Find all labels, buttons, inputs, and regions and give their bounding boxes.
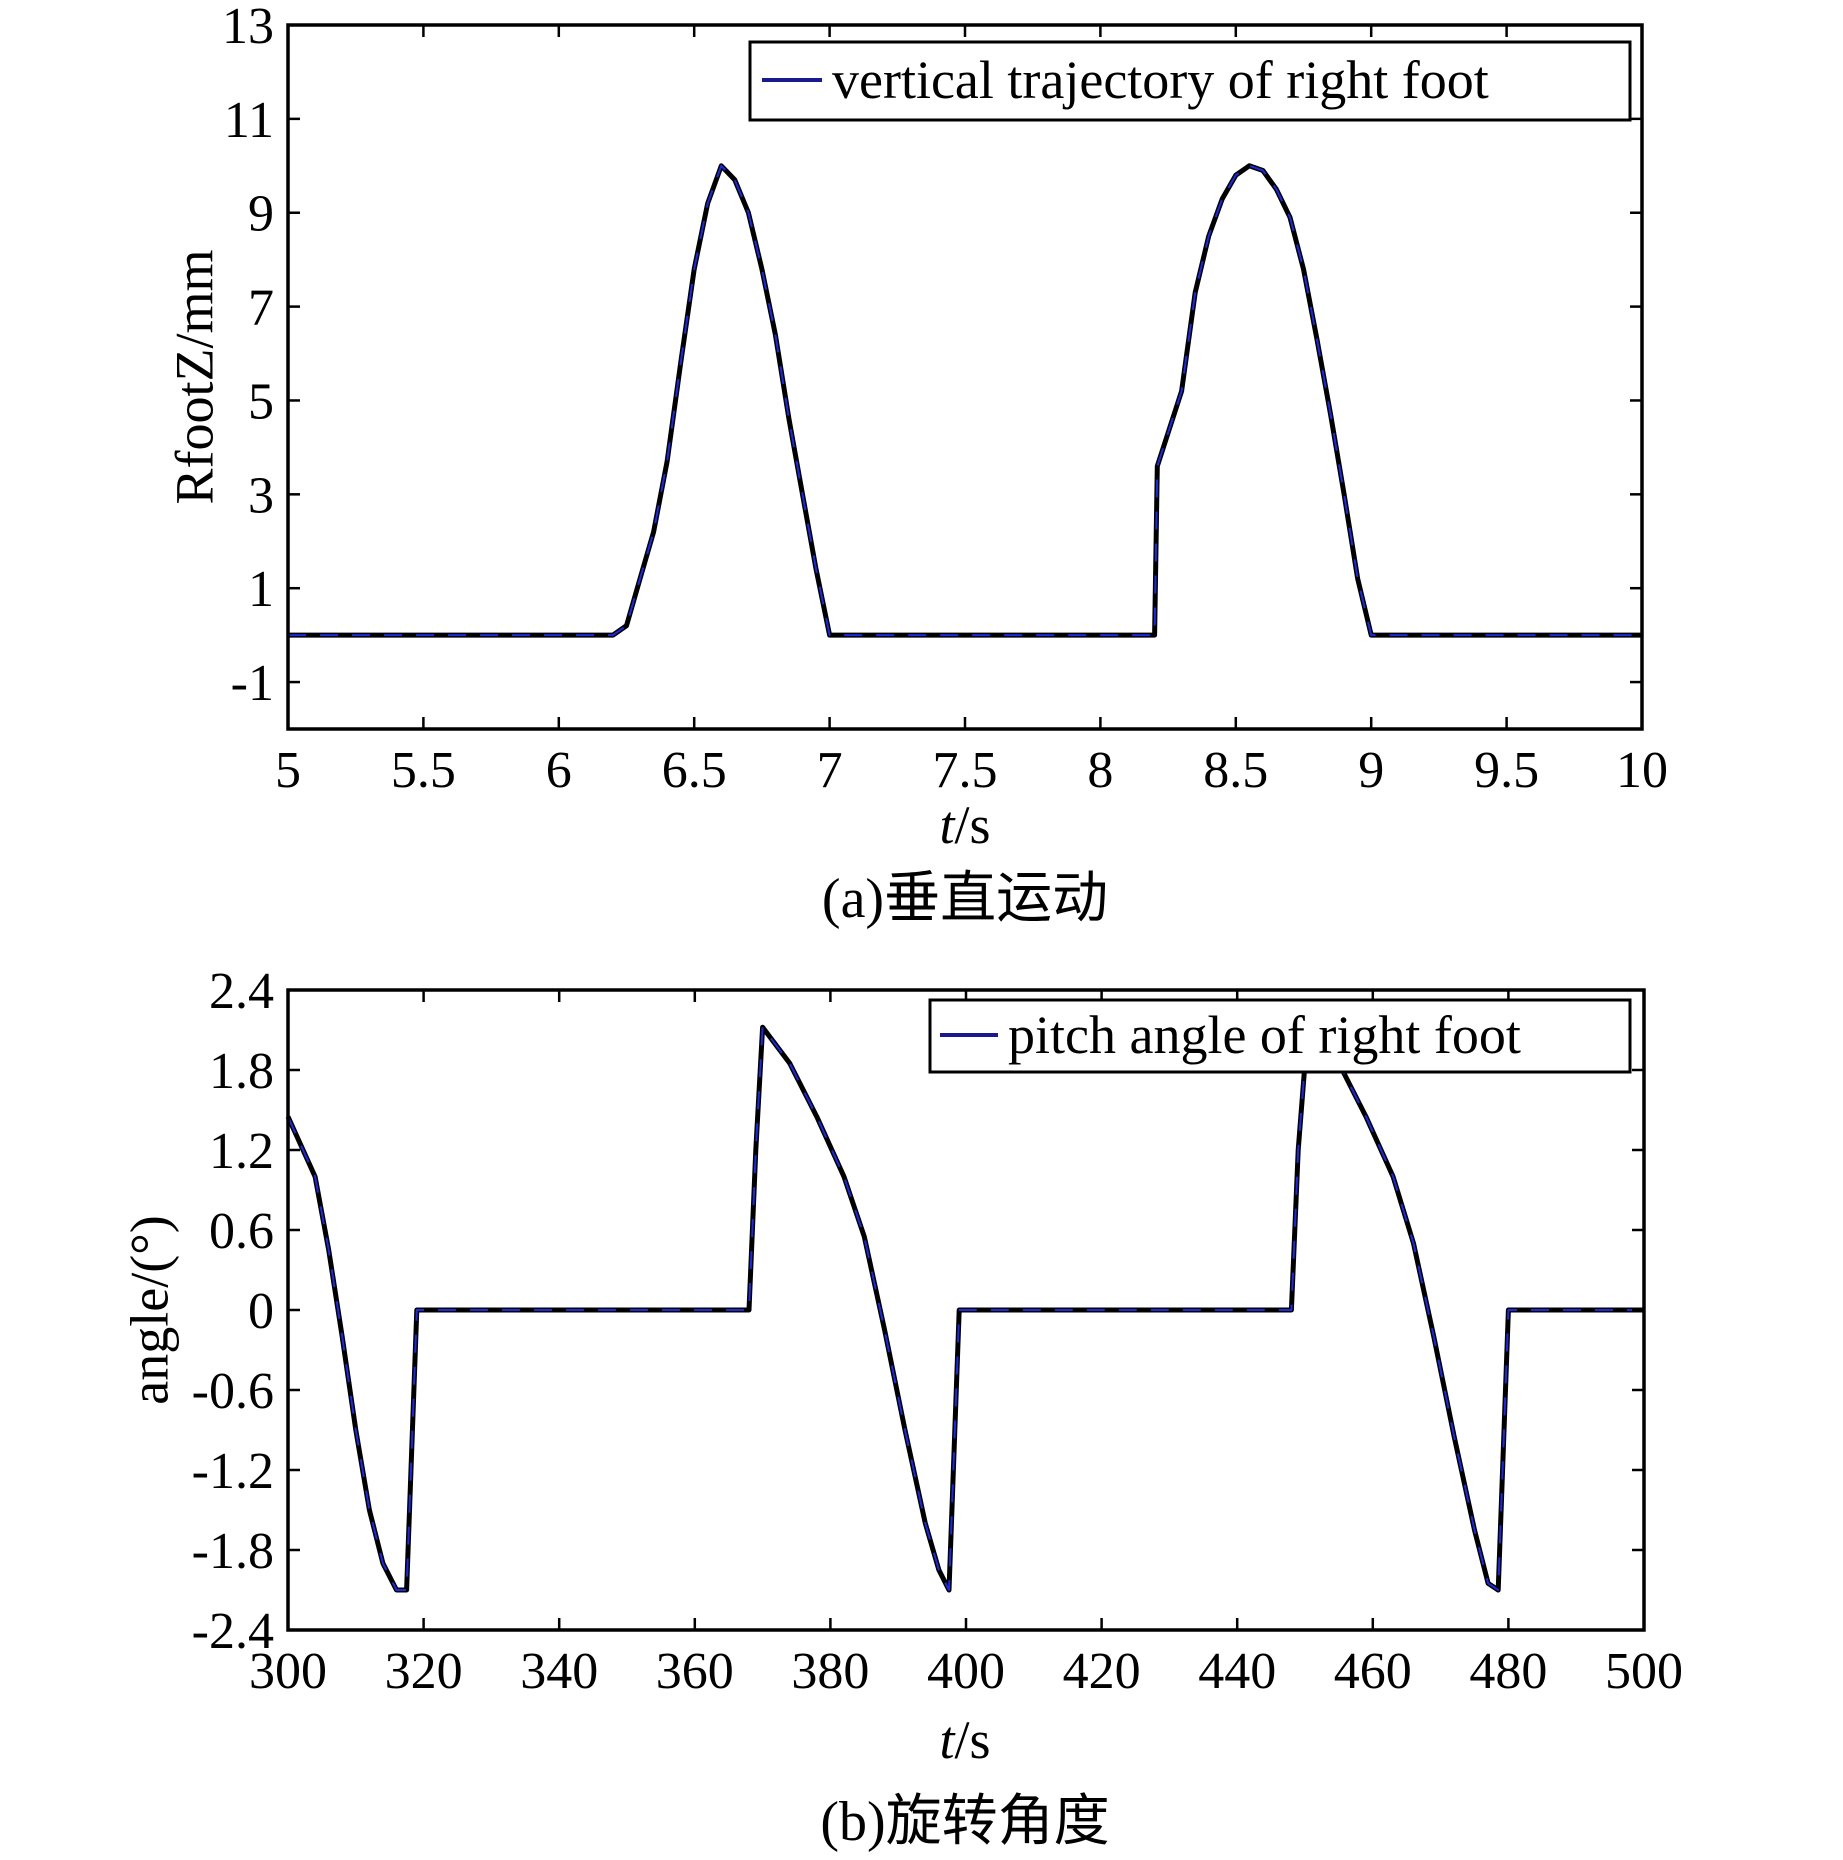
panel-b-ylabel: angle/(°) [119, 1215, 179, 1405]
panel-b-series-line [285, 1024, 1644, 1593]
panel-a-series-line [288, 163, 1642, 638]
panel-b-xtick-label: 480 [1469, 1643, 1547, 1700]
panel-a-xtick-label: 10 [1616, 742, 1668, 799]
panel-a-legend-box [748, 40, 1632, 122]
panel-b-ytick-label: -1.2 [192, 1443, 274, 1500]
panel-b-ytick-label: -1.8 [192, 1523, 274, 1580]
panel-b-ytick-label: 0.6 [209, 1203, 274, 1260]
panel-b-xtick-label: 500 [1605, 1643, 1683, 1700]
panel-a-ytick-label: 7 [248, 280, 274, 337]
panel-b-xtick-label: 420 [1063, 1643, 1141, 1700]
panel-a-ytick-label: 9 [248, 186, 274, 243]
panel-a-xtick-label: 8 [1087, 742, 1113, 799]
panel-a-xtick-label: 7 [817, 742, 843, 799]
panel-b-ticks: 300 320 340 360 380 400 420 440 460 480 500 2.4 1.8 1… [192, 963, 1683, 1700]
panel-b-xtick-label: 460 [1334, 1643, 1412, 1700]
panel-a-xtick-label: 7.5 [933, 742, 998, 799]
panel-b: 300 320 340 360 380 400 420 440 460 480 500 2.4 1.8 1… [119, 963, 1683, 1853]
panel-a-xtick-label: 9 [1358, 742, 1384, 799]
panel-a-frame [286, 23, 1644, 731]
panel-a-xtick-label: 8.5 [1203, 742, 1268, 799]
panel-b-ytick-label: 1.2 [209, 1123, 274, 1180]
panel-a-xtick-label: 9.5 [1474, 742, 1539, 799]
panel-a-xtick-label: 5.5 [391, 742, 456, 799]
panel-b-legend: pitch angle of right foot [928, 998, 1632, 1074]
panel-a-series-line-core [288, 164, 1642, 637]
panel-b-ytick-label: 0 [248, 1283, 274, 1340]
panel-b-ytick-label: 2.4 [209, 963, 274, 1020]
panel-a-ylabel: RfootZ/mm [164, 250, 224, 505]
panel-b-ytick-label: -2.4 [192, 1603, 274, 1660]
panel-b-ylabel-group: angle/(°) [119, 1215, 179, 1405]
panel-b-xtick-label: 440 [1198, 1643, 1276, 1700]
panel-a-xtick-label: 6.5 [662, 742, 727, 799]
panel-b-legend-label: pitch angle of right foot [1008, 1005, 1521, 1065]
panel-b-xlabel: t/s [939, 1710, 990, 1770]
panel-a-xlabel: t/s [939, 795, 990, 855]
panel-b-caption: (b)旋转角度 [820, 1791, 1109, 1853]
panel-a-ytick-label: 13 [222, 0, 274, 55]
panel-a-legend: vertical trajectory of right foot [748, 40, 1632, 122]
panel-a-ylabel-group: RfootZ/mm [164, 250, 224, 505]
panel-b-xtick-label: 380 [791, 1643, 869, 1700]
panel-b-xtick-label: 360 [656, 1643, 734, 1700]
panel-b-xtick-label: 300 [249, 1643, 327, 1700]
panel-a-ytick-label: 5 [248, 373, 274, 430]
panel-b-legend-box [928, 998, 1632, 1074]
panel-a-ytick-label: -1 [231, 655, 274, 712]
panel-a-xtick-label: 5 [275, 742, 301, 799]
panel-b-xtick-label: 340 [520, 1643, 598, 1700]
panel-a-ticks: 5 5.5 6 6.5 7 7.5 8 8.5 9 9.5 10 13 11 9 7 5 3 1 -1 [222, 0, 1668, 799]
panel-b-ytick-label: 1.8 [209, 1043, 274, 1100]
panel-a-lines [288, 163, 1642, 638]
panel-a-ytick-label: 1 [248, 561, 274, 618]
panel-a-caption: (a)垂直运动 [822, 868, 1108, 930]
panel-a-ytick-label: 11 [224, 92, 274, 149]
panel-a: 5 5.5 6 6.5 7 7.5 8 8.5 9 9.5 10 13 11 9 7 5 3 1 -1 RfootZ… [164, 0, 1668, 930]
panel-b-ytick-label: -0.6 [192, 1363, 274, 1420]
panel-b-lines [285, 1024, 1644, 1593]
panel-b-xtick-label: 400 [927, 1643, 1005, 1700]
panel-a-xtick-label: 6 [546, 742, 572, 799]
panel-b-xtick-label: 320 [385, 1643, 463, 1700]
panel-a-legend-label: vertical trajectory of right foot [832, 50, 1489, 110]
panel-b-series-line-core [287, 1026, 1644, 1591]
panel-a-ytick-label: 3 [248, 467, 274, 524]
